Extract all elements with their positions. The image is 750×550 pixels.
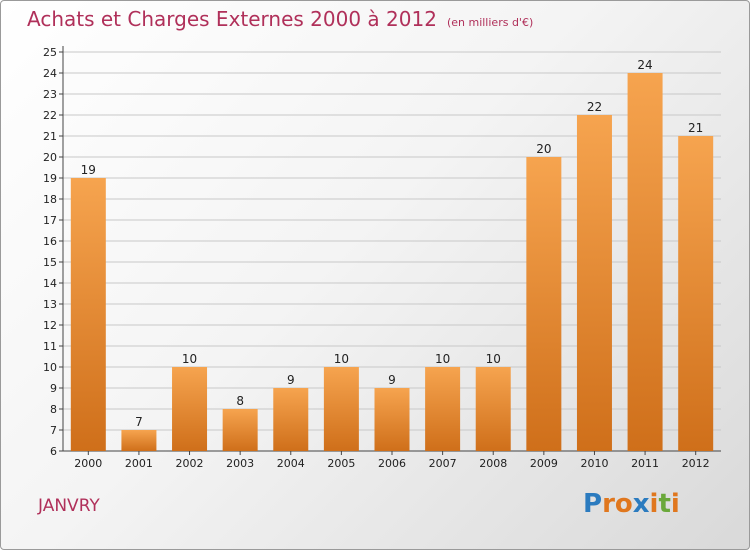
y-tick-label: 11	[43, 340, 57, 353]
bar-2007	[425, 367, 461, 451]
data-label-2010: 22	[587, 100, 602, 114]
y-tick-label: 23	[43, 88, 57, 101]
y-tick-label: 16	[43, 235, 57, 248]
y-tick-label: 13	[43, 298, 57, 311]
y-tick-label: 17	[43, 214, 57, 227]
logo-letter: r	[602, 489, 615, 519]
x-tick-label-2008: 2008	[479, 457, 507, 470]
bar-2002	[172, 367, 208, 451]
bar-2001	[121, 430, 157, 451]
x-tick-label-2005: 2005	[327, 457, 355, 470]
y-tick-label: 9	[50, 382, 57, 395]
x-tick-label-2006: 2006	[378, 457, 406, 470]
x-tick-label-2012: 2012	[682, 457, 710, 470]
y-tick-label: 18	[43, 193, 57, 206]
logo-letter: x	[632, 489, 650, 519]
x-tick-label-2007: 2007	[429, 457, 457, 470]
bar-2003	[222, 409, 258, 451]
y-tick-label: 8	[50, 403, 57, 416]
bar-2009	[526, 157, 562, 451]
data-label-2003: 8	[236, 394, 244, 408]
bar-2011	[627, 73, 663, 451]
logo-letter: t	[658, 489, 671, 519]
bar-2004	[273, 388, 309, 451]
data-label-2012: 21	[688, 121, 703, 135]
y-tick-label: 20	[43, 151, 57, 164]
data-label-2011: 24	[637, 58, 652, 72]
data-label-2009: 20	[536, 142, 551, 156]
chart-title-text: Achats et Charges Externes 2000 à 2012	[27, 7, 437, 31]
data-label-2006: 9	[388, 373, 396, 387]
logo-letter: i	[670, 489, 680, 519]
logo-letter: i	[649, 489, 659, 519]
x-tick-label-2009: 2009	[530, 457, 558, 470]
bar-2005	[323, 367, 359, 451]
data-label-2000: 19	[81, 163, 96, 177]
logo-letter: P	[583, 489, 603, 519]
y-tick-label: 14	[43, 277, 57, 290]
data-label-2002: 10	[182, 352, 197, 366]
bar-2012	[678, 136, 714, 451]
data-label-2007: 10	[435, 352, 450, 366]
y-tick-label: 19	[43, 172, 57, 185]
chart-subtitle: (en milliers d'€)	[446, 16, 534, 29]
x-tick-label-2003: 2003	[226, 457, 254, 470]
y-tick-label: 10	[43, 361, 57, 374]
y-tick-label: 22	[43, 109, 57, 122]
y-tick-label: 21	[43, 130, 57, 143]
logo-letter: o	[614, 489, 633, 519]
x-tick-label-2000: 2000	[74, 457, 102, 470]
bar-2006	[374, 388, 410, 451]
data-label-2004: 9	[287, 373, 295, 387]
y-tick-label: 24	[43, 67, 57, 80]
y-tick-label: 12	[43, 319, 57, 332]
chart-title: Achats et Charges Externes 2000 à 2012 (e…	[27, 7, 533, 31]
bar-2000	[70, 178, 106, 451]
y-tick-label: 15	[43, 256, 57, 269]
y-tick-label: 6	[50, 445, 57, 458]
x-tick-label-2010: 2010	[580, 457, 608, 470]
x-tick-label-2004: 2004	[277, 457, 305, 470]
commune-name: JANVRY	[38, 496, 100, 516]
data-label-2001: 7	[135, 415, 143, 429]
x-tick-label-2001: 2001	[125, 457, 153, 470]
x-tick-label-2011: 2011	[631, 457, 659, 470]
y-tick-label: 7	[50, 424, 57, 437]
proxiti-logo: Proxiti	[583, 489, 680, 519]
y-tick-label: 25	[43, 46, 57, 59]
bar-2008	[475, 367, 511, 451]
bar-2010	[576, 115, 612, 451]
data-label-2005: 10	[334, 352, 349, 366]
data-label-2008: 10	[486, 352, 501, 366]
x-tick-label-2002: 2002	[176, 457, 204, 470]
